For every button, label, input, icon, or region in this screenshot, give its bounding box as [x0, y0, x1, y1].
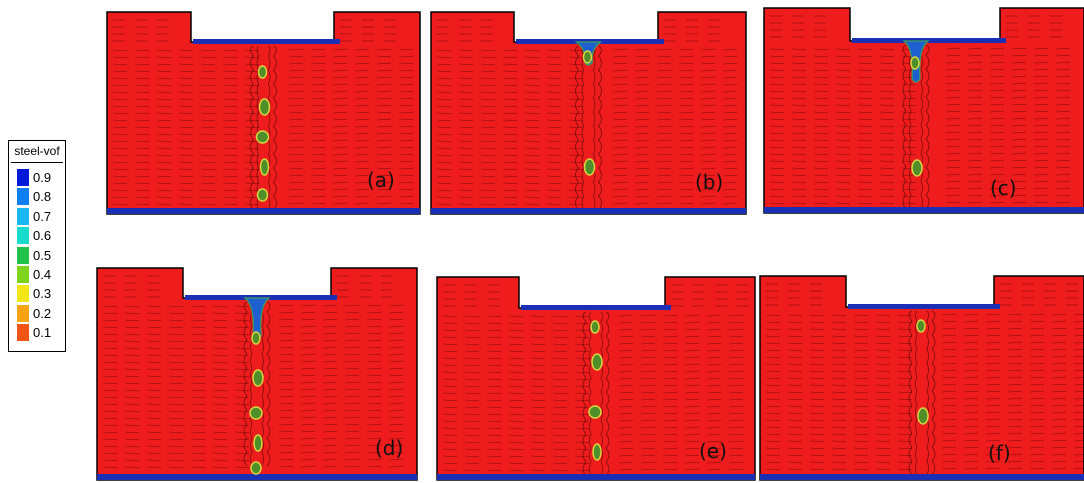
gas-bubble: [588, 405, 602, 419]
legend-entry: 0.3: [17, 285, 65, 303]
legend-swatch: [17, 188, 29, 206]
gas-bubble: [259, 158, 270, 176]
velocity-vectors: [442, 284, 749, 472]
steel-top-layer: [193, 39, 340, 44]
legend-entry: 0.2: [17, 304, 65, 323]
gas-bubble: [258, 98, 271, 116]
legend-entry: 0.1: [17, 324, 65, 342]
vof-contour-plot: [759, 275, 1084, 481]
gas-bubble: [257, 65, 268, 79]
gas-bubble: [917, 407, 929, 425]
simulation-panel-c: (c): [763, 7, 1084, 214]
steel-bottom-layer: [107, 208, 420, 214]
vof-contour-plot: [106, 11, 421, 215]
legend-swatch: [17, 246, 29, 264]
color-legend: steel-vof 0.9 0.8 0.7 0.6 0.5 0.4 0.3 0.2 0.1: [8, 140, 66, 352]
legend-entry: 0.4: [17, 266, 65, 284]
steel-top-layer: [848, 304, 1000, 309]
legend-title: steel-vof: [14, 144, 60, 158]
legend-swatch: [17, 169, 29, 186]
simulation-panel-b: (b): [430, 11, 747, 215]
gas-bubble: [250, 461, 262, 475]
vof-contour-plot: [763, 7, 1084, 214]
legend-label: 0.4: [33, 267, 52, 282]
center-plume-streaks: [902, 44, 930, 210]
legend-label: 0.9: [33, 170, 52, 185]
panel-label: (c): [990, 176, 1017, 200]
velocity-vectors: [112, 19, 414, 206]
legend-entry: 0.6: [17, 227, 65, 245]
gas-bubble: [592, 443, 602, 461]
steel-bottom-layer: [764, 207, 1084, 213]
gas-bubble: [910, 56, 920, 70]
gas-bubble: [916, 319, 926, 333]
gas-bubble: [582, 50, 593, 64]
panel-label: (b): [695, 170, 724, 194]
gas-bubble: [256, 188, 269, 202]
legend-label: 0.3: [33, 286, 52, 302]
velocity-vectors: [769, 15, 1071, 205]
velocity-vectors: [102, 275, 404, 469]
legend-entry: 0.8: [17, 188, 65, 206]
legend-label: 0.1: [33, 325, 52, 341]
velocity-vectors: [436, 19, 738, 206]
vof-contour-plot: [96, 267, 418, 481]
legend-label: 0.7: [33, 208, 52, 224]
legend-label: 0.8: [33, 189, 52, 205]
panel-label: (e): [699, 439, 727, 463]
panel-label: (d): [375, 436, 404, 460]
legend-entry: 0.5: [17, 246, 65, 265]
simulation-panel-a: (a): [106, 11, 421, 215]
panel-label: (a): [367, 168, 395, 192]
panel-label: (f): [988, 441, 1011, 465]
legend-divider: [11, 162, 63, 163]
legend-label: 0.5: [33, 247, 52, 263]
legend-swatch: [17, 266, 29, 283]
gas-bubble: [255, 130, 270, 144]
velocity-vectors: [765, 283, 1084, 471]
gas-bubble: [911, 159, 923, 177]
simulation-panel-d: (d): [96, 267, 418, 481]
legend-entry: 0.9: [17, 169, 65, 187]
legend-label: 0.2: [33, 305, 52, 321]
gas-bubble: [590, 320, 600, 334]
legend-entry: 0.7: [17, 207, 65, 226]
vof-contour-plot: [430, 11, 747, 215]
legend-swatch: [17, 285, 29, 303]
center-plume-streaks: [908, 310, 936, 476]
center-plume-streaks: [575, 45, 602, 211]
gas-bubble: [249, 406, 263, 420]
steel-bottom-layer: [97, 474, 417, 480]
legend-label: 0.6: [33, 228, 52, 244]
simulation-panel-e: (e): [436, 276, 756, 481]
steel-top-layer: [521, 305, 671, 310]
legend-swatch: [17, 304, 29, 322]
simulation-panel-f: (f): [759, 275, 1084, 481]
legend-swatch: [17, 227, 29, 245]
gas-bubble: [251, 331, 261, 345]
legend-swatch: [17, 324, 29, 342]
vof-contour-plot: [436, 276, 756, 481]
steel-bottom-layer: [760, 474, 1084, 480]
gas-bubble: [583, 158, 596, 176]
steel-bottom-layer: [437, 474, 755, 480]
legend-swatch: [17, 207, 29, 225]
gas-bubble: [253, 434, 263, 452]
gas-bubble: [591, 353, 603, 371]
steel-bottom-layer: [431, 208, 746, 214]
gas-bubble: [252, 369, 264, 387]
